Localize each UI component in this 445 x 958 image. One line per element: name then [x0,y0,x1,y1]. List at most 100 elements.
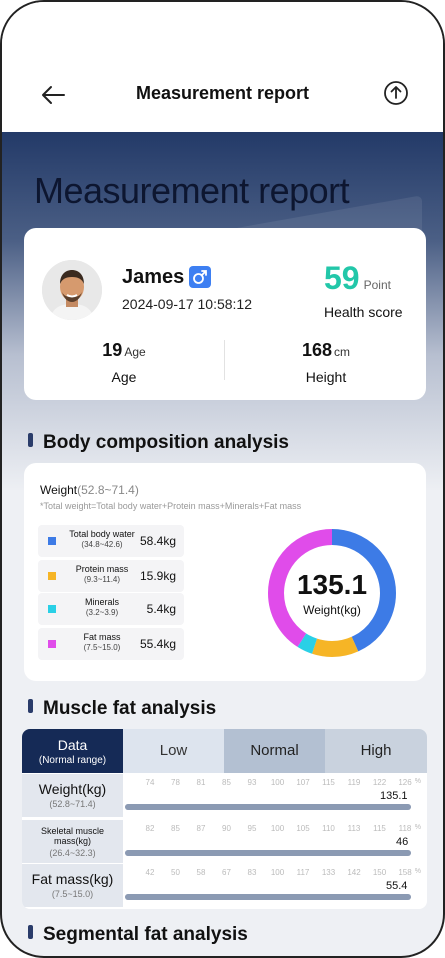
composition-item-fat: Fat mass (7.5~15.0) 55.4kg [38,628,184,660]
composition-item-protein: Protein mass (9.3~11.4) 15.9kg [38,560,184,592]
tick-label: 105 [296,824,310,833]
tick-label: 85 [171,824,180,833]
section-marker [28,925,33,939]
tick-label: 115 [322,778,335,787]
weight-formula-note: *Total weight=Total body water+Protein m… [40,501,302,511]
legend-swatch [48,640,56,648]
item-range: (7.5~15.0) [83,643,121,652]
item-range: (9.3~11.4) [83,575,121,584]
composition-item-label: Fat mass (7.5~15.0) [64,632,140,653]
profile-card: James 2024-09-17 10:58:12 59 Point Healt… [24,228,426,400]
back-arrow-icon[interactable] [38,80,68,110]
item-value: 58.4kg [139,534,176,548]
height-label: Height [305,369,347,385]
item-value: 5.4kg [146,602,176,616]
age-unit: Age [124,345,146,359]
health-score-label: Health score [324,304,403,320]
tick-label: 122 [372,778,387,787]
total-weight-value: 135.1 [296,569,368,600]
composition-item-label: Total body water (34.8~42.6) [64,529,140,550]
tick-label: 81 [196,778,206,787]
percent-unit: % [414,824,421,831]
section-segmental-fat-title: Segmental fat analysis [43,924,248,945]
row-range: (7.5~15.0) [51,889,94,899]
tick-label: 85 [222,778,231,787]
legend-swatch [48,605,56,613]
tick-label: 158 [398,868,412,877]
tick-scale: 42 50 58 67 83 100 117 133 142 150 158 [132,868,422,880]
section-marker [28,433,33,447]
height-value: 168 [301,340,333,360]
row-range: (52.8~71.4) [49,799,96,809]
percent-unit: % [414,868,421,875]
row-label: Weight(kg) [38,781,107,797]
item-range: (3.2~3.9) [85,608,119,617]
page-title: Measurement report [135,83,310,103]
tick-scale: 82 85 87 90 95 100 105 110 113 115 118 [132,824,422,836]
top-bar: Measurement report [2,2,443,132]
section-body-composition-title: Body composition analysis [43,432,289,453]
composition-item-label: Minerals (3.2~3.9) [64,597,140,618]
header-data: Data (Normal range) [22,729,123,773]
donut-segment [268,529,396,657]
percent-unit: % [414,778,421,785]
table-row: Weight(kg) (52.8~71.4) 74 78 81 85 93 100 107 115… [22,773,427,817]
height-stat: 168 cm Height [266,340,386,385]
composition-item-label: Protein mass (9.3~11.4) [64,564,140,585]
section-marker [28,699,33,713]
item-name: Fat mass [83,632,121,642]
header-data-sub: (Normal range) [38,755,107,766]
tick-label: 115 [373,824,386,833]
muscle-fat-table: Data (Normal range) Low Normal High Weig… [22,729,427,909]
avatar [42,260,102,320]
header-high: High [325,729,427,773]
tick-label: 100 [270,868,285,877]
section-muscle-fat: Muscle fat analysis [28,698,216,720]
tick-label: 142 [347,868,361,877]
row-range: (26.4~32.3) [49,848,96,858]
tick-label: 74 [145,778,155,787]
health-score-unit: Point [363,278,391,292]
range-fill [125,894,411,900]
header-data-label: Data [57,737,88,753]
legend-swatch [48,537,56,545]
tick-label: 93 [247,778,257,787]
weight-label: Weight [40,483,78,497]
tick-label: 117 [296,868,310,877]
row-label: Fat mass(kg) [31,871,114,887]
tick-label: 100 [270,824,285,833]
total-weight-label: Weight(kg) [303,603,361,617]
tick-label: 119 [347,778,361,787]
tick-label: 133 [321,868,336,877]
table-row: Fat mass(kg) (7.5~15.0) 42 50 58 67 83 100 117 13… [22,863,427,907]
donut-center: 135.1 Weight(kg) [266,569,398,617]
tick-label: 107 [296,778,310,787]
row-label-cell: Skeletal muscle mass(kg) (26.4~32.3) [22,820,123,863]
tick-label: 113 [347,824,361,833]
composition-item-water: Total body water (34.8~42.6) 58.4kg [38,525,184,557]
tick-label: 78 [171,778,180,787]
legend-swatch [48,572,56,580]
row-label-cell: Fat mass(kg) (7.5~15.0) [22,864,123,907]
tick-label: 100 [270,778,285,787]
item-value: 15.9kg [139,569,176,583]
item-name: Minerals [84,597,119,607]
body-composition-card: Weight(52.8~71.4) *Total weight=Total bo… [24,463,426,681]
table-row: Skeletal muscle mass(kg) (26.4~32.3) 82 85 8… [22,819,427,863]
composition-donut-chart [268,529,396,657]
tick-label: 50 [171,868,180,877]
item-range: (34.8~42.6) [81,540,123,549]
row-label: Skeletal muscle mass(kg) [40,826,105,846]
age-label: Age [111,369,137,385]
tick-label: 82 [145,824,155,833]
age-value: 19 [102,340,123,360]
share-icon[interactable] [381,78,411,108]
male-icon [189,266,211,288]
tick-label: 87 [196,824,206,833]
age-stat: 19 Age Age [64,340,184,385]
measurement-datetime: 2024-09-17 10:58:12 [122,296,252,312]
stat-divider [224,340,225,380]
tick-label: 90 [222,824,231,833]
weight-range: (52.8~71.4) [77,483,139,497]
